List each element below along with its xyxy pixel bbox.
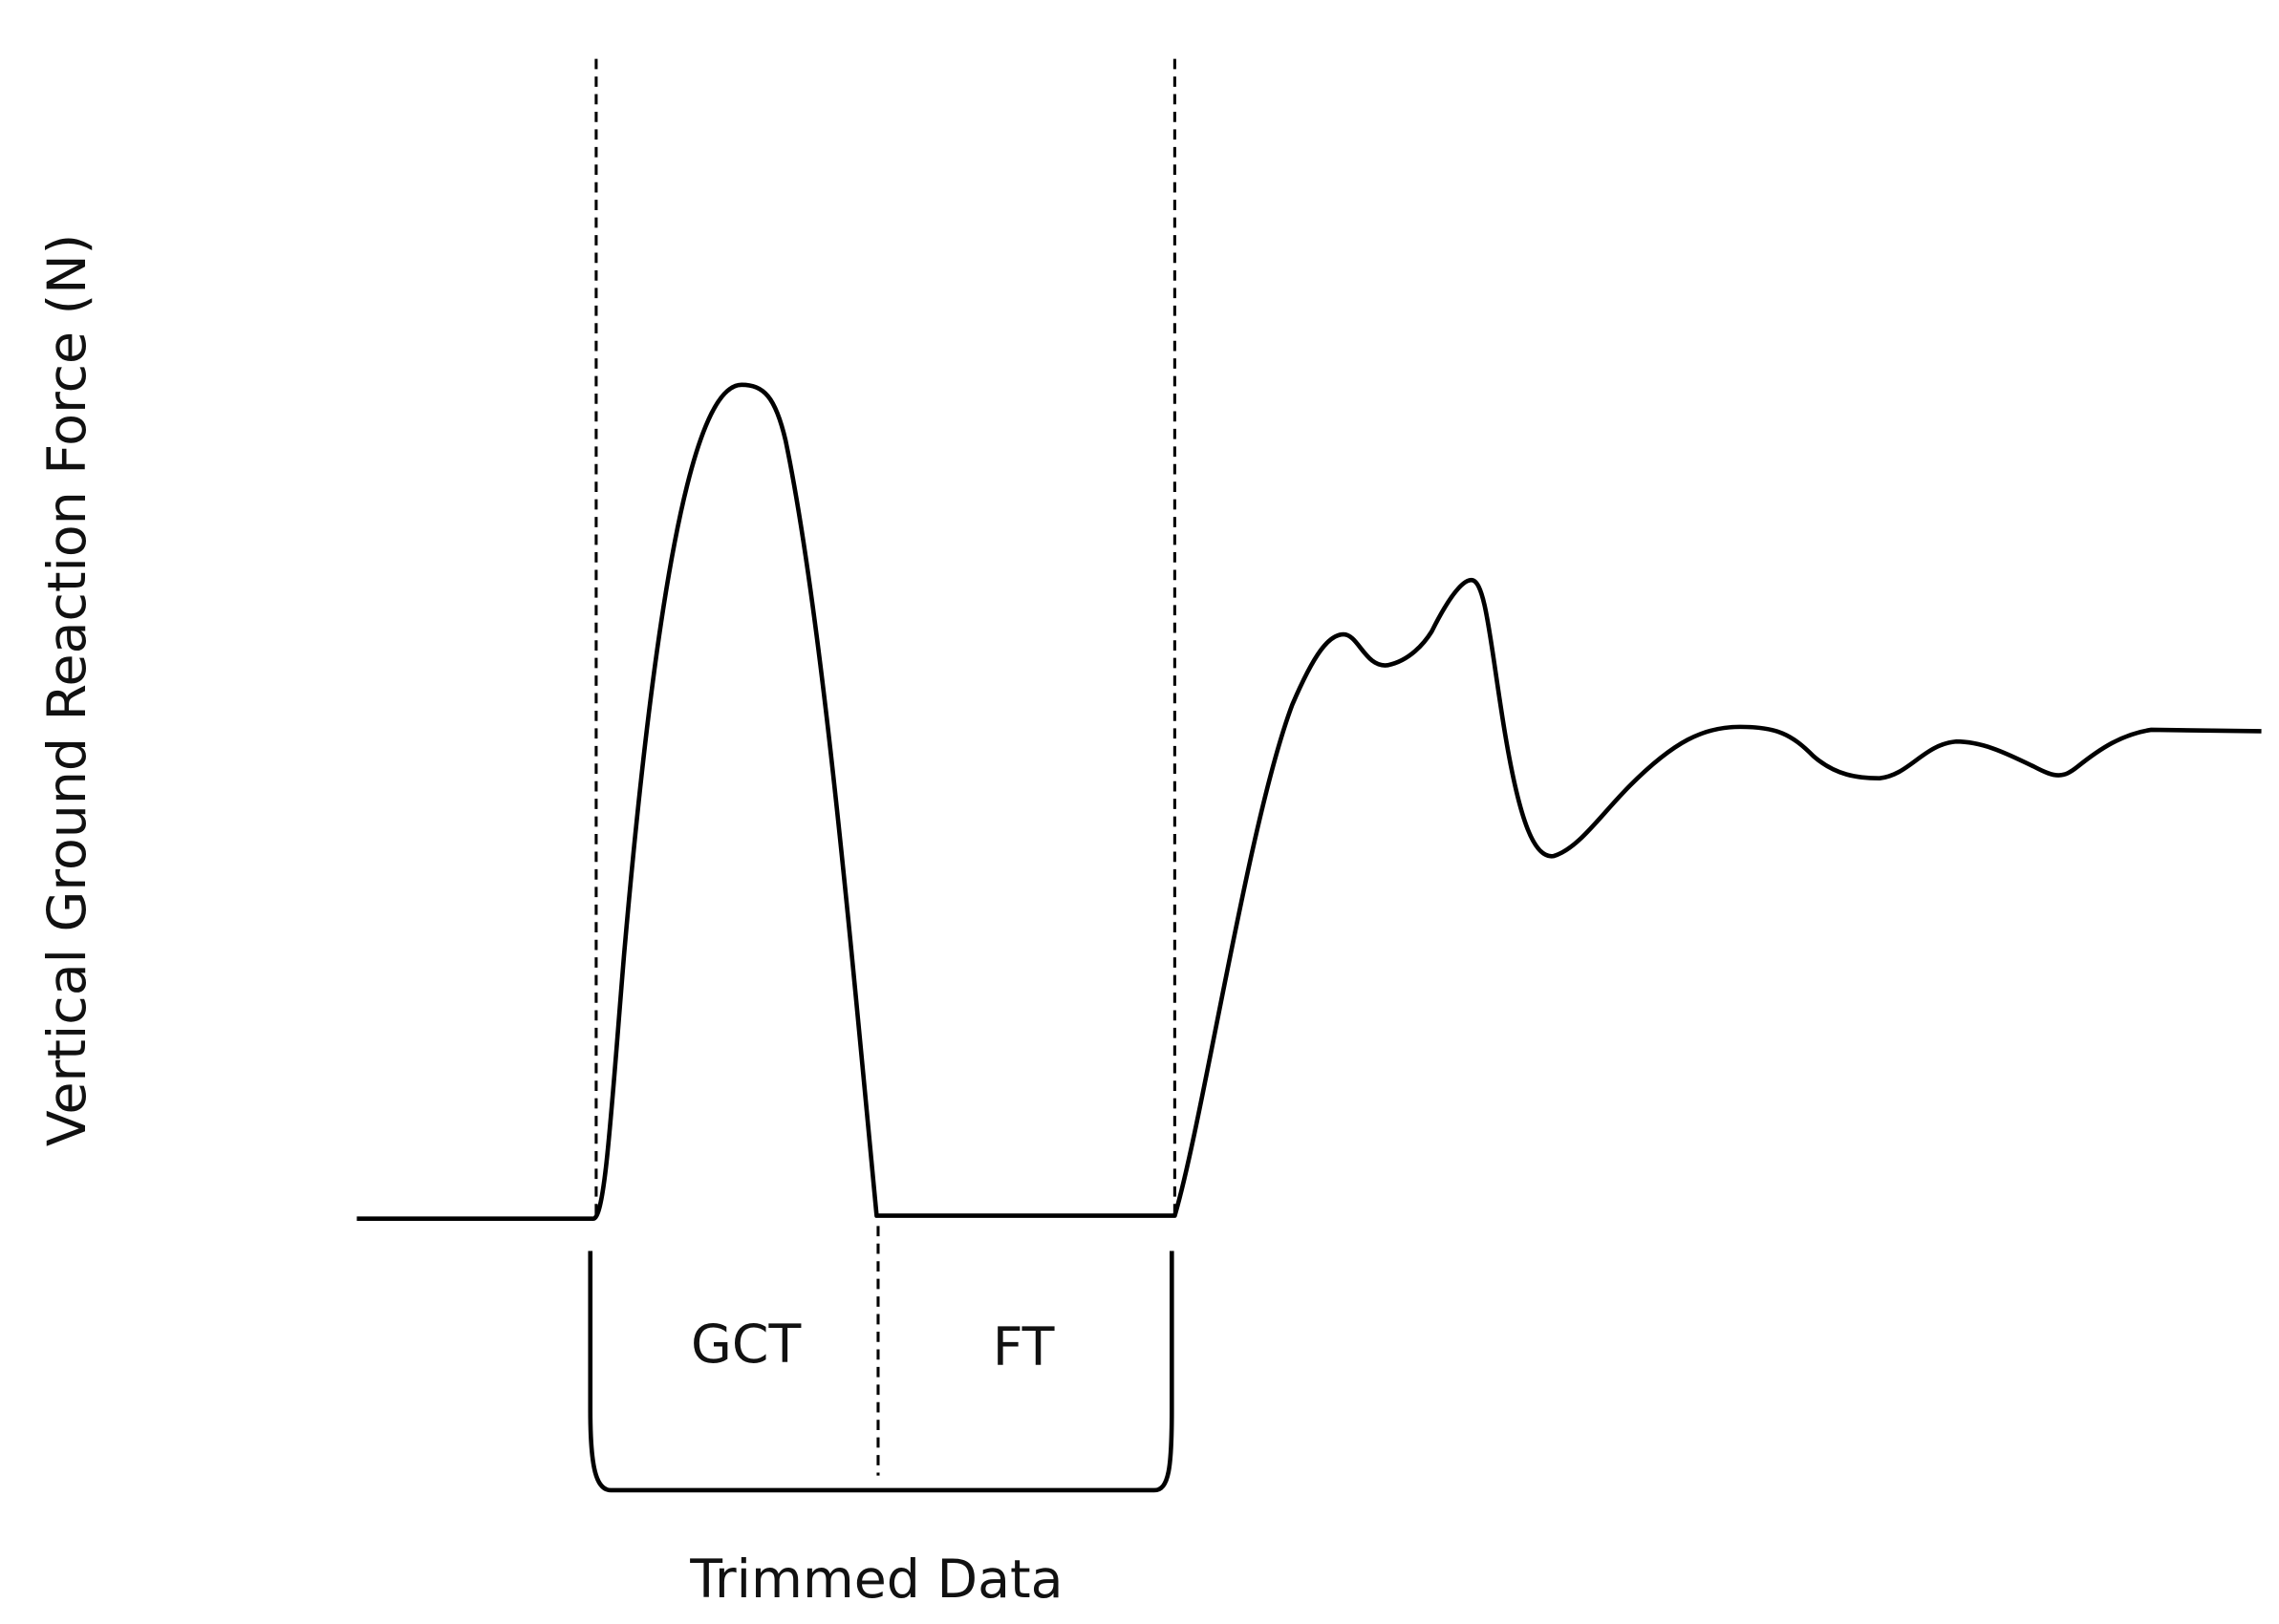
y-axis-label: Vertical Ground Reaction Force (N) xyxy=(37,234,98,1146)
force-trace xyxy=(356,382,2262,1221)
trimmed-bracket xyxy=(588,1250,1174,1493)
segment-label: FT xyxy=(993,1317,1055,1378)
bracket-label: Trimmed Data xyxy=(689,1549,1063,1611)
segment-label: GCT xyxy=(691,1314,801,1376)
